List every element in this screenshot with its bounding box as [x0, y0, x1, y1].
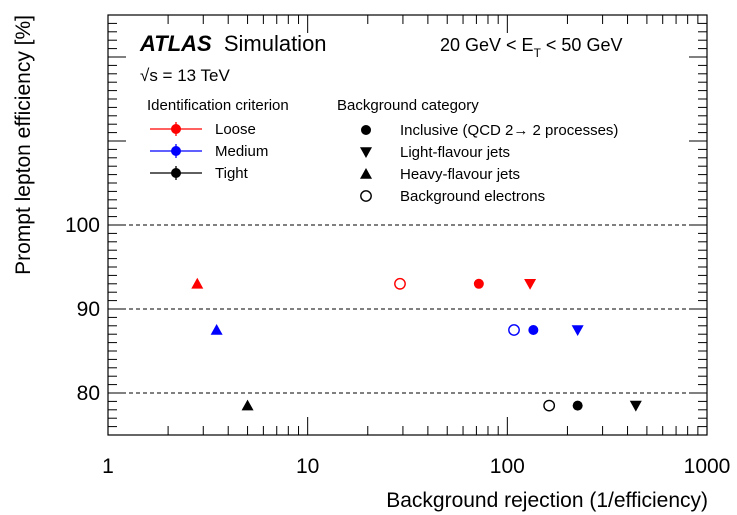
axis-ticks [107, 14, 707, 436]
legend-label-background: Inclusive (QCD 2→ 2 processes) [400, 122, 618, 139]
et-range-label: 20 GeV < ET < 50 GeV [440, 35, 622, 60]
data-point-medium [508, 324, 520, 336]
legend-marker-triangle-up [360, 168, 372, 179]
x-tick-label: 1000 [684, 455, 731, 478]
tick-labels: 1 10 100 1000 80 90 100 [65, 214, 730, 478]
data-point-loose [394, 277, 406, 290]
legend-marker-tight [171, 168, 181, 178]
y-axis-title: Prompt lepton efficiency [%] [12, 15, 35, 275]
legend-criterion-header: Identification criterion [147, 97, 289, 114]
data-point-tight [241, 399, 254, 411]
legend-label-background: Heavy-flavour jets [400, 166, 520, 183]
legend-marker-medium [171, 146, 181, 156]
x-tick-label: 100 [490, 455, 525, 478]
data-point-tight [572, 400, 583, 411]
legend-label-tight: Tight [215, 165, 249, 182]
legend-label-background: Background electrons [400, 188, 545, 205]
legend-marker-loose [171, 124, 181, 134]
data-point-loose [191, 277, 204, 289]
y-tick-label: 80 [77, 382, 100, 405]
x-axis-title: Background rejection (1/efficiency) [386, 489, 708, 512]
data-point-tight [629, 400, 642, 412]
data-point-medium [528, 325, 539, 335]
x-tick-label: 10 [296, 455, 319, 478]
data-point-loose [524, 279, 537, 290]
data-point-medium [571, 325, 584, 336]
legend-marker-circle-filled [361, 125, 371, 135]
legend-marker-circle-open [360, 190, 372, 202]
legend: Loose Medium Tight Inclusive (QCD 2→ 2 proc… [150, 121, 618, 205]
data-point-loose [473, 278, 484, 289]
legend-label-loose: Loose [215, 121, 256, 138]
y-tick-label: 90 [77, 298, 100, 321]
simulation-label: Simulation [224, 31, 327, 56]
legend-label-medium: Medium [215, 143, 268, 160]
legend-label-background: Light-flavour jets [400, 144, 510, 161]
data-point-medium [210, 324, 223, 335]
gridlines [108, 224, 707, 394]
svg-text:ATLAS Simulation: ATLAS Simulation [139, 31, 327, 56]
plot-frame [107, 14, 708, 436]
atlas-label: ATLAS [139, 31, 212, 56]
legend-background-header: Background category [337, 97, 479, 114]
y-tick-label: 100 [65, 214, 100, 237]
legend-marker-triangle-down [360, 147, 372, 158]
data-markers [191, 277, 642, 412]
energy-label: √s = 13 TeV [140, 66, 230, 85]
data-point-tight [543, 399, 556, 412]
x-tick-label: 1 [102, 455, 114, 478]
